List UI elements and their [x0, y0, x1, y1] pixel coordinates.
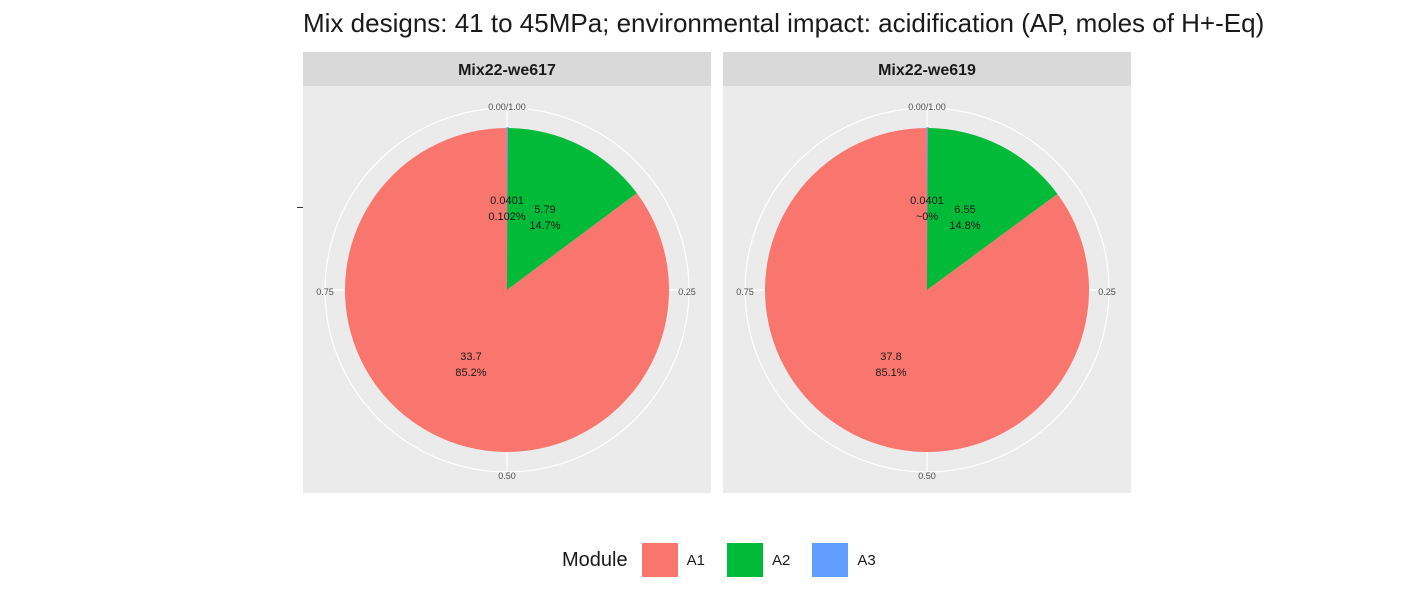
- legend-item-a1: A1: [641, 543, 715, 577]
- data-label-pct-a3: 0.102%: [488, 211, 526, 223]
- data-label-value-a3: 0.0401: [910, 195, 944, 207]
- legend-label-a3: A3: [857, 551, 876, 569]
- legend-item-a3: A3: [812, 543, 885, 577]
- legend-item-a2: A2: [726, 543, 800, 577]
- angle-tick-label: 0.00/1.00: [488, 102, 526, 112]
- pie-slice-a1: [345, 128, 669, 453]
- panel-mix22-we619: Mix22-we619 0.00/1.00 0.25 0.50 0.75 37.8 85.1…: [723, 52, 1131, 493]
- facet-strip-label: Mix22-we617: [458, 62, 556, 79]
- facet-strip: [723, 52, 1131, 86]
- data-label-value-a1: 37.8: [880, 351, 901, 363]
- data-label-pct-a3: ~0%: [916, 211, 939, 223]
- angle-tick-label: 0.25: [1098, 287, 1116, 297]
- angle-tick-label: 0.75: [316, 287, 334, 297]
- data-label-pct-a2: 14.8%: [949, 220, 980, 232]
- pie-slice-a2: [927, 128, 1058, 290]
- angle-tick-label: 0.50: [918, 471, 936, 481]
- data-label-pct-a2: 14.7%: [529, 220, 560, 232]
- data-label-pct-a1: 85.2%: [455, 367, 486, 379]
- panel-mix22-we617: Mix22-we617 0.00/1.00 0.25 0.50 0.75 33.7 85.2…: [303, 52, 711, 493]
- pie-slice-a3: [926, 127, 929, 291]
- axis-tick-mark: [297, 207, 303, 208]
- legend-label-a2: A2: [771, 551, 791, 569]
- angle-tick-label: 0.00/1.00: [908, 102, 946, 112]
- pie-slice-a2: [507, 128, 637, 290]
- facet-strip: [303, 52, 711, 86]
- data-label-value-a2: 5.79: [534, 204, 555, 216]
- data-label-value-a2: 6.55: [954, 204, 975, 216]
- legend-key-a3: [812, 543, 849, 577]
- data-label-value-a3: 0.0401: [490, 195, 524, 207]
- pie-slice-a1: [764, 128, 1089, 452]
- data-label-pct-a1: 85.1%: [875, 367, 906, 379]
- legend-title: Module: [562, 548, 628, 571]
- facet-strip-label: Mix22-we619: [878, 62, 976, 79]
- legend-label-a1: A1: [686, 551, 705, 569]
- angle-tick-label: 0.25: [678, 287, 696, 297]
- pie-chart-panels: Mix22-we617 0.00/1.00 0.25 0.50 0.75 33.7 85.2…: [303, 52, 1131, 493]
- legend-key-a1: [641, 543, 678, 577]
- angle-tick-label: 0.50: [498, 471, 516, 481]
- data-label-value-a1: 33.7: [460, 351, 481, 363]
- angle-tick-label: 0.75: [736, 287, 754, 297]
- legend-key-a2: [726, 543, 763, 577]
- chart-title: Mix designs: 41 to 45MPa; environmental …: [303, 8, 1265, 38]
- legend: Module A1 A2 A3: [562, 543, 898, 577]
